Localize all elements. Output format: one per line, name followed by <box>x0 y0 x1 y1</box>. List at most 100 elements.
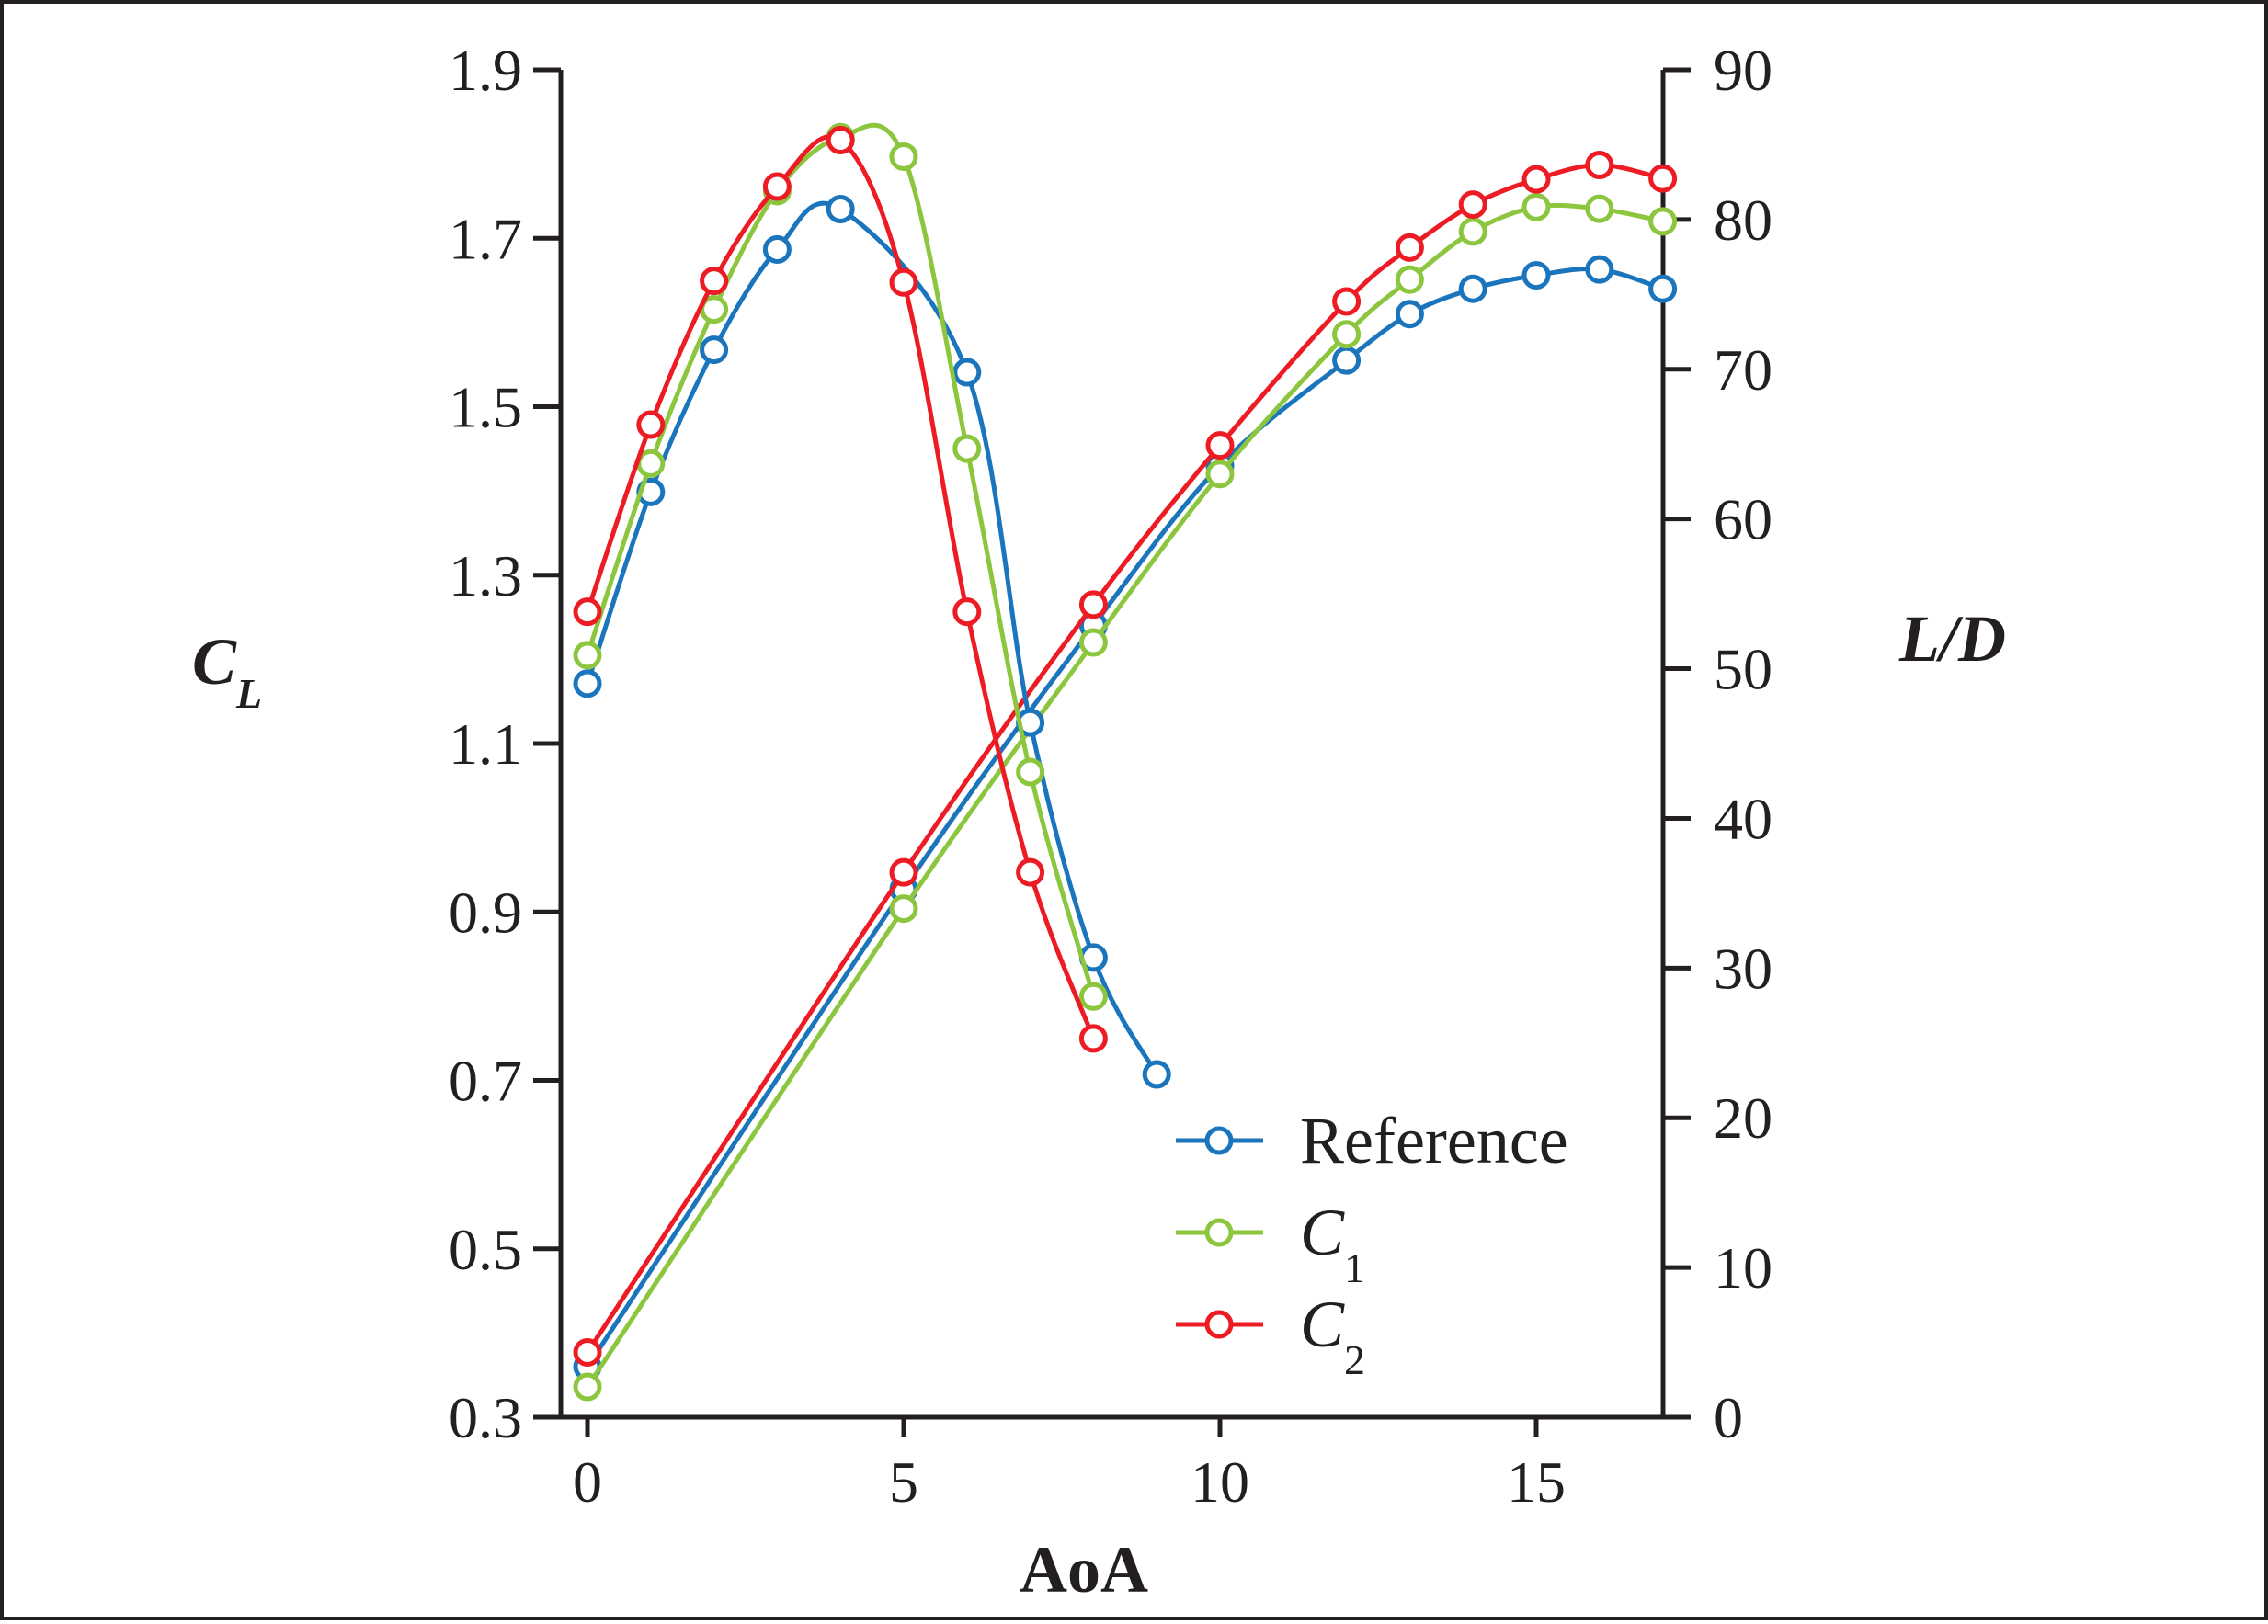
x-tick-label: 0 <box>573 1449 602 1515</box>
y-right-tick-label: 50 <box>1714 637 1772 702</box>
data-point <box>1458 217 1487 246</box>
legend-item: C2 <box>1176 1288 1365 1383</box>
y-left-tick-label: 0.9 <box>449 880 522 945</box>
series-left-0 <box>573 255 1678 1381</box>
data-point <box>1395 233 1424 262</box>
y-left-label-sub: L <box>235 670 262 717</box>
data-point <box>573 641 602 670</box>
data-point <box>1648 274 1678 303</box>
data-point <box>1016 857 1045 887</box>
y-left-tick-label: 1.7 <box>449 206 522 271</box>
data-point <box>573 669 602 698</box>
chart-svg: 0 5 10 15 0.3 0.5 0.7 0.9 1.1 1.3 1.5 1.7 1.9 0 10 20 30… <box>192 38 2006 1607</box>
legend-marker <box>1204 1126 1234 1155</box>
series-right-3 <box>573 194 1171 1089</box>
data-point <box>826 194 855 223</box>
data-point <box>1521 192 1551 221</box>
series-left-2 <box>573 151 1678 1367</box>
legend-label-sub: 2 <box>1344 1336 1365 1383</box>
data-point <box>636 410 666 439</box>
data-point <box>1332 287 1362 316</box>
y-left-axis-label: CL <box>192 625 262 717</box>
legend-label-main: C <box>1300 1288 1345 1361</box>
data-point <box>636 449 666 478</box>
data-point <box>1078 1024 1108 1053</box>
data-point <box>1205 431 1235 460</box>
data-point <box>1458 274 1487 303</box>
x-tick-label: 10 <box>1191 1449 1249 1515</box>
data-point <box>1521 261 1551 290</box>
y-right-tick-label: 40 <box>1714 786 1772 851</box>
data-point <box>1585 194 1614 223</box>
data-point <box>889 267 918 297</box>
data-point <box>1585 151 1614 180</box>
legend-item: C1 <box>1176 1196 1365 1291</box>
x-axis-label: AoA <box>1020 1533 1148 1607</box>
series-line <box>585 134 1096 1039</box>
axes: 0 5 10 15 0.3 0.5 0.7 0.9 1.1 1.3 1.5 1.7 1.9 0 10 20 30… <box>449 38 1772 1515</box>
y-right-tick-label: 10 <box>1714 1235 1772 1300</box>
y-right-axis-label: L/D <box>1898 602 2006 676</box>
data-point <box>573 597 602 627</box>
y-left-tick-label: 0.5 <box>449 1217 522 1282</box>
y-right-tick-label: 30 <box>1714 936 1772 1001</box>
data-point <box>889 142 918 171</box>
data-point <box>762 172 792 201</box>
data-point <box>889 857 918 887</box>
series-line <box>585 202 1664 1389</box>
data-point <box>952 358 982 387</box>
data-point <box>762 234 792 264</box>
y-right-tick-label: 60 <box>1714 487 1772 552</box>
data-point <box>1332 346 1362 375</box>
data-point <box>1078 590 1108 619</box>
data-point <box>1395 300 1424 329</box>
legend-label: Reference <box>1300 1104 1568 1177</box>
data-point <box>1648 207 1678 236</box>
y-left-tick-label: 1.3 <box>449 543 522 608</box>
series-line <box>585 200 1159 1076</box>
data-point <box>1648 164 1678 193</box>
y-right-tick-label: 80 <box>1714 187 1772 253</box>
y-right-tick-label: 0 <box>1714 1385 1743 1450</box>
y-right-tick-label: 90 <box>1714 38 1772 103</box>
y-left-tick-label: 0.7 <box>449 1049 522 1114</box>
data-point <box>700 267 729 296</box>
y-left-tick-label: 1.9 <box>449 38 522 103</box>
data-point <box>1142 1060 1171 1089</box>
legend-label-main: Reference <box>1300 1104 1568 1177</box>
data-point <box>1205 460 1235 489</box>
data-point <box>1458 190 1487 220</box>
legend-item: Reference <box>1176 1104 1568 1177</box>
series-group <box>573 122 1678 1402</box>
y-left-tick-label: 1.5 <box>449 375 522 440</box>
data-point <box>1332 320 1362 349</box>
series-right-5 <box>573 126 1108 1053</box>
legend-marker <box>1204 1310 1234 1339</box>
data-point <box>1521 165 1551 194</box>
series-line <box>585 122 1096 997</box>
x-tick-label: 5 <box>889 1449 918 1515</box>
legend-label: C1 <box>1300 1196 1365 1291</box>
legend-label: C2 <box>1300 1288 1365 1383</box>
data-point <box>889 894 918 924</box>
data-point <box>700 335 729 365</box>
data-point <box>1016 757 1045 787</box>
data-point <box>573 1372 602 1402</box>
data-point <box>952 434 982 463</box>
x-tick-label: 15 <box>1507 1449 1566 1515</box>
y-right-tick-label: 20 <box>1714 1085 1772 1151</box>
y-left-tick-label: 0.3 <box>449 1385 522 1450</box>
y-right-tick-label: 70 <box>1714 337 1772 403</box>
data-point <box>952 597 982 627</box>
legend-label-sub: 1 <box>1344 1244 1365 1291</box>
y-left-label-main: C <box>192 625 237 698</box>
y-left-tick-label: 1.1 <box>449 711 522 777</box>
data-point <box>826 126 855 155</box>
data-point <box>1395 265 1424 294</box>
data-point <box>573 1337 602 1367</box>
data-point <box>1585 255 1614 284</box>
series-left-1 <box>573 192 1678 1402</box>
series-line <box>585 267 1664 1368</box>
